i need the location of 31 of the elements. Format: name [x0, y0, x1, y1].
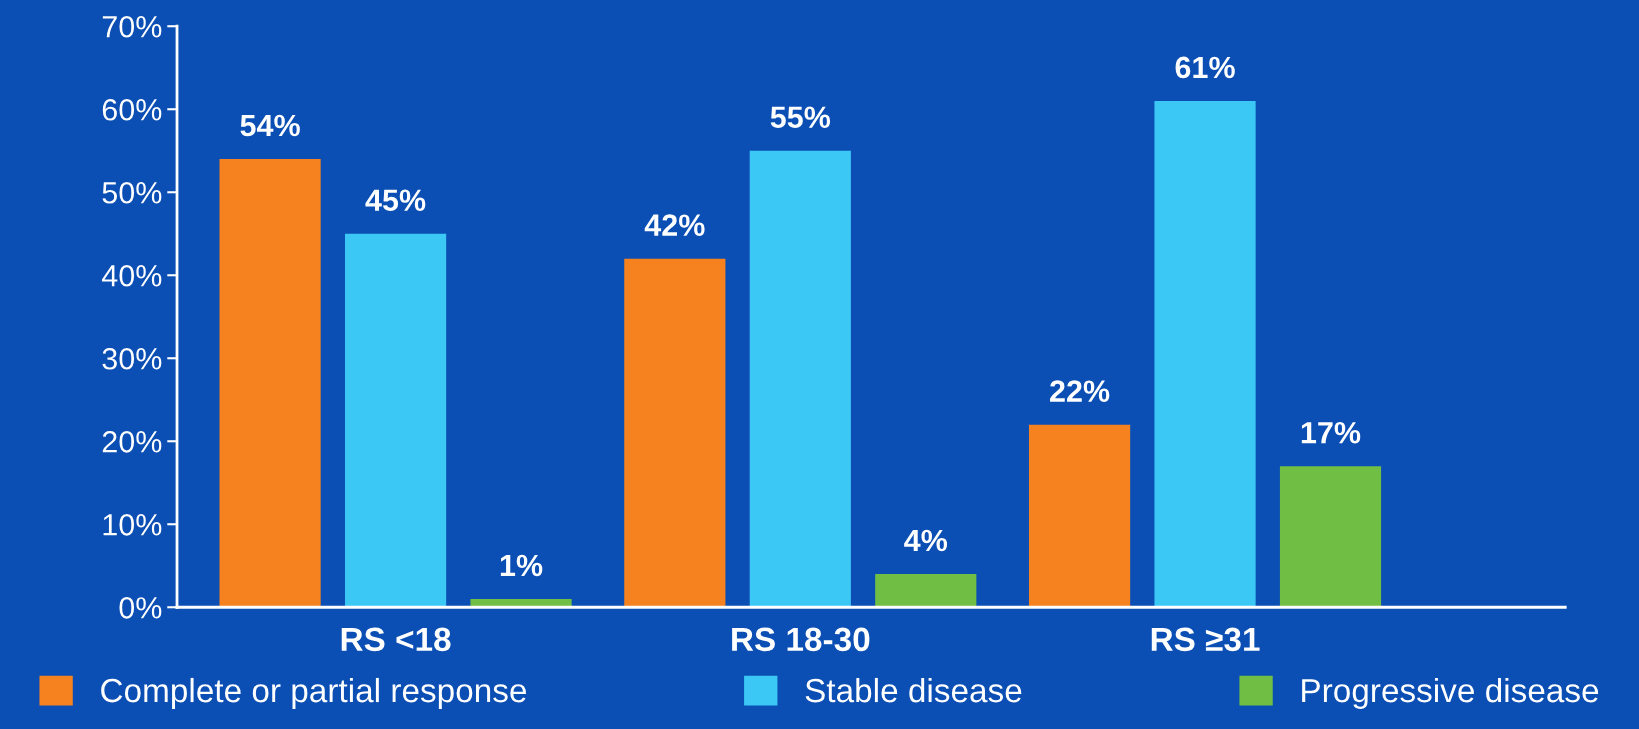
data-label: 45%: [365, 189, 426, 212]
bar: [219, 159, 321, 608]
data-label: 54%: [240, 114, 300, 137]
data-label: 22%: [1050, 380, 1110, 402]
legend-label: Stable disease: [805, 677, 1022, 703]
y-tick-label: 40%: [101, 264, 162, 287]
bar: [344, 233, 447, 608]
bar: [1028, 424, 1131, 608]
bar: [1279, 466, 1382, 608]
bar: [749, 150, 851, 608]
data-label: 1%: [500, 554, 543, 577]
data-label: 42%: [644, 214, 705, 236]
x-tick-label: RS <18: [341, 627, 451, 652]
bar: [624, 258, 726, 608]
y-tick-label: 0%: [119, 596, 162, 619]
x-tick-label: RS 18-30: [732, 627, 870, 652]
y-tick-label: 70%: [102, 15, 162, 38]
y-tick-label: 30%: [102, 347, 162, 370]
legend-label: Complete or partial response: [101, 677, 526, 709]
y-tick-label: 20%: [102, 430, 162, 453]
y-tick-label: 60%: [102, 98, 162, 121]
legend-label: Progressive disease: [1302, 677, 1599, 709]
y-tick-label: 50%: [102, 181, 162, 204]
data-label: 55%: [770, 106, 831, 129]
data-label: 61%: [1175, 56, 1235, 79]
bar: [1154, 100, 1256, 608]
y-tick-label: 10%: [103, 513, 162, 536]
x-tick-label: RS ≥31: [1151, 627, 1260, 652]
bar: [875, 574, 977, 608]
data-label: 4%: [904, 529, 948, 552]
data-label: 17%: [1301, 421, 1361, 444]
